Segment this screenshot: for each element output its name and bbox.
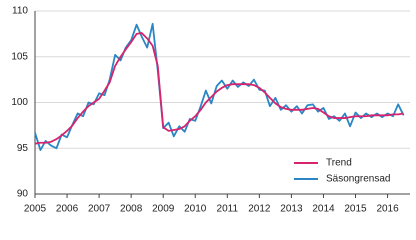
x-tick-label: 2016 — [376, 204, 399, 215]
x-tick-label: 2006 — [56, 204, 79, 215]
x-tick-label: 2009 — [152, 204, 175, 215]
series-line — [34, 22, 405, 151]
series-line — [34, 32, 404, 145]
chart: 90 95 100 105 110 2005 2006 2007 2008 2009 2010 201… — [11, 6, 410, 215]
x-tick-label: 2008 — [120, 204, 143, 215]
y-tick-label: 90 — [17, 189, 29, 200]
legend-label: Trend — [326, 158, 352, 169]
x-tick-label: 2014 — [312, 204, 335, 215]
x-tick-label: 2007 — [88, 204, 111, 215]
x-tick-label: 2015 — [344, 204, 367, 215]
x-tick-label: 2013 — [280, 204, 303, 215]
legend-box — [286, 154, 406, 188]
y-tick-label: 100 — [11, 97, 28, 108]
page: 90 95 100 105 110 2005 2006 2007 2008 2009 2010 201… — [11, 5, 410, 215]
legend-label: Säsongrensad — [326, 174, 391, 185]
y-tick-label: 95 — [17, 143, 29, 154]
x-tick-label: 2010 — [184, 204, 207, 215]
x-tick-label: 2005 — [24, 204, 47, 215]
y-tick-label: 110 — [12, 6, 28, 17]
y-tick-label: 105 — [11, 51, 28, 62]
x-tick-label: 2012 — [248, 204, 271, 215]
x-tick-label: 2011 — [217, 204, 239, 215]
